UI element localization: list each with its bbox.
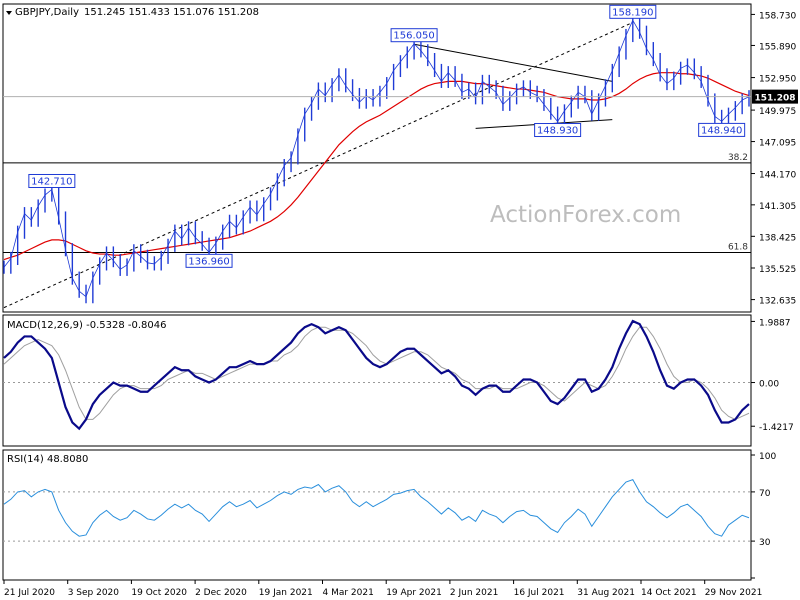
last-price-tag [752,89,798,104]
price-axis: 158.730 155.890 152.950 149.975 147.095 144.1… [751,11,796,307]
price-tick-label: 158.730 [759,11,796,21]
rsi-axis: 100 70 30 [3,452,776,579]
price-tick-label: 135.525 [759,265,796,275]
price-label-box [390,28,438,43]
date-tick-label: 19 Apr 2021 [386,588,442,598]
price-label: 156.050 [390,28,438,43]
trendline [3,21,634,309]
price-label-text: 148.930 [537,126,578,137]
date-axis: 21 Jul 2020 3 Sep 2020 19 Oct 2020 2 Dec 20… [3,580,763,598]
price-label: 148.930 [534,123,582,138]
date-tick-label: 2 Dec 2020 [195,588,247,598]
fib-level-label: 61.8 [728,242,748,252]
price-label-box [534,123,582,138]
trendline [413,43,613,82]
date-tick-label: 19 Jan 2021 [259,588,313,598]
date-tick-label: 14 Oct 2021 [641,588,697,598]
ohlc-values: 151.245 151.433 151.076 151.208 [84,7,259,18]
price-label-text: 136.960 [188,256,229,267]
date-tick-label: 2 Jun 2021 [450,588,498,598]
price-labels: 142.710 136.960 156.050 148.930 158.190 148.9… [28,4,746,268]
date-tick-label: 21 Jul 2020 [4,588,55,598]
price-tick-label: 147.095 [759,139,796,149]
rsi-tick-label: 30 [759,538,771,548]
collapse-triangle-icon [6,11,12,15]
rsi-tick-label: 70 [759,489,771,499]
rsi-tick-label: 100 [759,452,776,462]
fib-levels: 38.2 61.8 [3,153,751,253]
macd-label: MACD(12,26,9) -0.5328 -0.8046 [7,320,167,331]
price-label: 148.940 [698,122,746,137]
price-label-text: 156.050 [393,31,434,42]
date-tick-label: 3 Sep 2020 [68,588,120,598]
price-tick-label: 141.305 [759,202,796,212]
last-price-value: 151.208 [755,94,796,104]
macd-axis: 1.9887 0.00 -1.4217 [3,318,794,433]
date-tick-label: 29 Nov 2021 [705,588,763,598]
price-label-text: 148.940 [701,125,742,136]
price-tick-label: 155.890 [759,42,796,52]
instrument-label: GBPJPY,Daily [15,7,79,18]
rsi-line [3,478,750,537]
ma-line [3,72,750,261]
price-label-text: 142.710 [31,176,72,187]
instrument-header: GBPJPY,Daily 151.245 151.433 151.076 151… [6,7,259,18]
rsi-series [3,478,750,537]
moving-average-line [3,72,750,261]
price-label: 158.190 [609,4,657,19]
price-label-box [698,122,746,137]
date-tick-label: 4 Mar 2021 [323,588,374,598]
watermark: ActionForex.com [490,202,681,228]
price-tick-label: 144.170 [759,171,796,181]
price-label-box [185,253,233,268]
macd-tick-label: 0.00 [759,380,779,390]
rsi-panel [2,449,752,581]
macd-series [3,319,750,431]
price-label-text: 158.190 [612,7,653,18]
price-label-box [28,173,76,188]
last-price: 151.208 [3,89,798,104]
fib-level-label: 38.2 [728,153,748,163]
date-tick-label: 19 Oct 2020 [131,588,187,598]
price-label: 142.710 [28,173,76,188]
macd-panel [2,314,752,447]
rsi-label: RSI(14) 48.8080 [7,454,88,465]
macd-line [3,319,750,431]
price-label-box [609,4,657,19]
price-tick-label: 152.950 [759,75,796,85]
date-tick-label: 31 Aug 2021 [577,588,635,598]
price-tick-label: 138.425 [759,233,796,243]
price-tick-label: 149.975 [759,107,796,117]
date-tick-label: 16 Jul 2021 [514,588,565,598]
macd-tick-label: -1.4217 [759,423,794,433]
price-label: 136.960 [185,253,233,268]
price-tick-label: 132.635 [759,297,796,307]
macd-tick-label: 1.9887 [759,318,791,328]
price-panel [2,3,752,313]
